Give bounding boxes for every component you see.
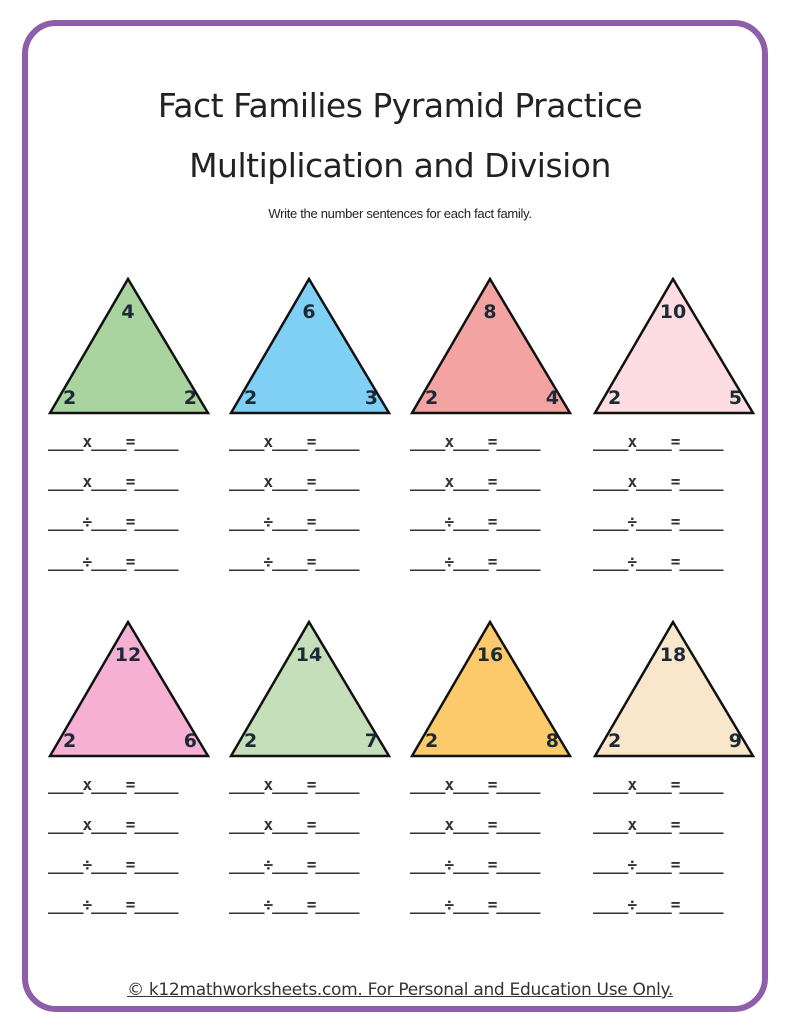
fact-family-1: 4 2 2 ____x____=_____ ____x____=_____ ____÷… <box>48 277 213 577</box>
factor-left-number: 2 <box>608 387 622 409</box>
fact-family-3: 8 2 4 ____x____=_____ ____x____=_____ ____÷… <box>410 277 575 577</box>
instructions: Write the number sentences for each fact… <box>268 206 532 221</box>
pyramid-triangle <box>593 620 756 758</box>
page-title: Fact Families Pyramid Practice <box>157 86 643 125</box>
number-sentence-blank[interactable]: ____x____=_____ <box>229 775 360 794</box>
number-sentence-blank[interactable]: ____x____=_____ <box>593 432 724 451</box>
pyramid-triangle <box>229 620 392 758</box>
number-sentence-blank[interactable]: ____÷____=_____ <box>229 895 360 914</box>
number-sentence-blank[interactable]: ____÷____=_____ <box>410 855 541 874</box>
factor-left-number: 2 <box>244 730 258 752</box>
factor-left-number: 2 <box>63 387 77 409</box>
factor-right-number: 4 <box>545 387 559 409</box>
number-sentence-blank[interactable]: ____÷____=_____ <box>593 895 724 914</box>
number-sentence-blank[interactable]: ____x____=_____ <box>48 775 179 794</box>
number-sentence-blank[interactable]: ____÷____=_____ <box>229 855 360 874</box>
factor-left-number: 2 <box>608 730 622 752</box>
number-sentence-blank[interactable]: ____÷____=_____ <box>229 552 360 571</box>
number-sentence-blank[interactable]: ____÷____=_____ <box>48 895 179 914</box>
page-subtitle: Multiplication and Division <box>189 146 611 185</box>
factor-right-number: 9 <box>728 730 742 752</box>
number-sentence-blank[interactable]: ____x____=_____ <box>410 815 541 834</box>
number-sentence-blank[interactable]: ____÷____=_____ <box>48 855 179 874</box>
fact-family-2: 6 2 3 ____x____=_____ ____x____=_____ ____÷… <box>229 277 394 577</box>
factor-left-number: 2 <box>425 387 439 409</box>
factor-right-number: 5 <box>728 387 742 409</box>
pyramid-triangle <box>229 277 392 415</box>
number-sentence-blank[interactable]: ____÷____=_____ <box>410 512 541 531</box>
number-sentence-blank[interactable]: ____x____=_____ <box>48 815 179 834</box>
copyright-footer: © k12mathworksheets.com. For Personal an… <box>127 980 673 1000</box>
pyramid-triangle <box>48 620 211 758</box>
factor-right-number: 8 <box>545 730 559 752</box>
number-sentence-blank[interactable]: ____x____=_____ <box>229 432 360 451</box>
factor-left-number: 2 <box>425 730 439 752</box>
product-number: 12 <box>114 644 142 666</box>
number-sentence-blank[interactable]: ____x____=_____ <box>410 472 541 491</box>
fact-family-6: 14 2 7 ____x____=_____ ____x____=_____ ____… <box>229 620 394 920</box>
number-sentence-blank[interactable]: ____÷____=_____ <box>229 512 360 531</box>
factor-right-number: 7 <box>364 730 378 752</box>
product-number: 8 <box>483 301 497 323</box>
number-sentence-blank[interactable]: ____x____=_____ <box>593 472 724 491</box>
pyramid-triangle <box>410 277 573 415</box>
number-sentence-blank[interactable]: ____÷____=_____ <box>410 552 541 571</box>
pyramid-triangle <box>48 277 211 415</box>
page-border <box>22 20 768 1012</box>
product-number: 4 <box>121 301 135 323</box>
product-number: 14 <box>295 644 323 666</box>
fact-family-5: 12 2 6 ____x____=_____ ____x____=_____ ____… <box>48 620 213 920</box>
number-sentence-blank[interactable]: ____÷____=_____ <box>48 552 179 571</box>
number-sentence-blank[interactable]: ____x____=_____ <box>593 815 724 834</box>
product-number: 16 <box>476 644 504 666</box>
number-sentence-blank[interactable]: ____÷____=_____ <box>593 552 724 571</box>
number-sentence-blank[interactable]: ____x____=_____ <box>410 432 541 451</box>
number-sentence-blank[interactable]: ____x____=_____ <box>410 775 541 794</box>
number-sentence-blank[interactable]: ____x____=_____ <box>229 815 360 834</box>
product-number: 10 <box>659 301 687 323</box>
factor-right-number: 2 <box>183 387 197 409</box>
factor-right-number: 6 <box>183 730 197 752</box>
pyramid-triangle <box>410 620 573 758</box>
number-sentence-blank[interactable]: ____x____=_____ <box>593 775 724 794</box>
number-sentence-blank[interactable]: ____x____=_____ <box>48 432 179 451</box>
number-sentence-blank[interactable]: ____÷____=_____ <box>410 895 541 914</box>
number-sentence-blank[interactable]: ____÷____=_____ <box>48 512 179 531</box>
number-sentence-blank[interactable]: ____÷____=_____ <box>593 855 724 874</box>
product-number: 6 <box>302 301 316 323</box>
product-number: 18 <box>659 644 687 666</box>
fact-family-7: 16 2 8 ____x____=_____ ____x____=_____ ____… <box>410 620 575 920</box>
fact-family-8: 18 2 9 ____x____=_____ ____x____=_____ ____… <box>593 620 758 920</box>
factor-right-number: 3 <box>364 387 378 409</box>
pyramid-triangle <box>593 277 756 415</box>
factor-left-number: 2 <box>244 387 258 409</box>
number-sentence-blank[interactable]: ____x____=_____ <box>48 472 179 491</box>
number-sentence-blank[interactable]: ____÷____=_____ <box>593 512 724 531</box>
number-sentence-blank[interactable]: ____x____=_____ <box>229 472 360 491</box>
factor-left-number: 2 <box>63 730 77 752</box>
fact-family-4: 10 2 5 ____x____=_____ ____x____=_____ ____… <box>593 277 758 577</box>
